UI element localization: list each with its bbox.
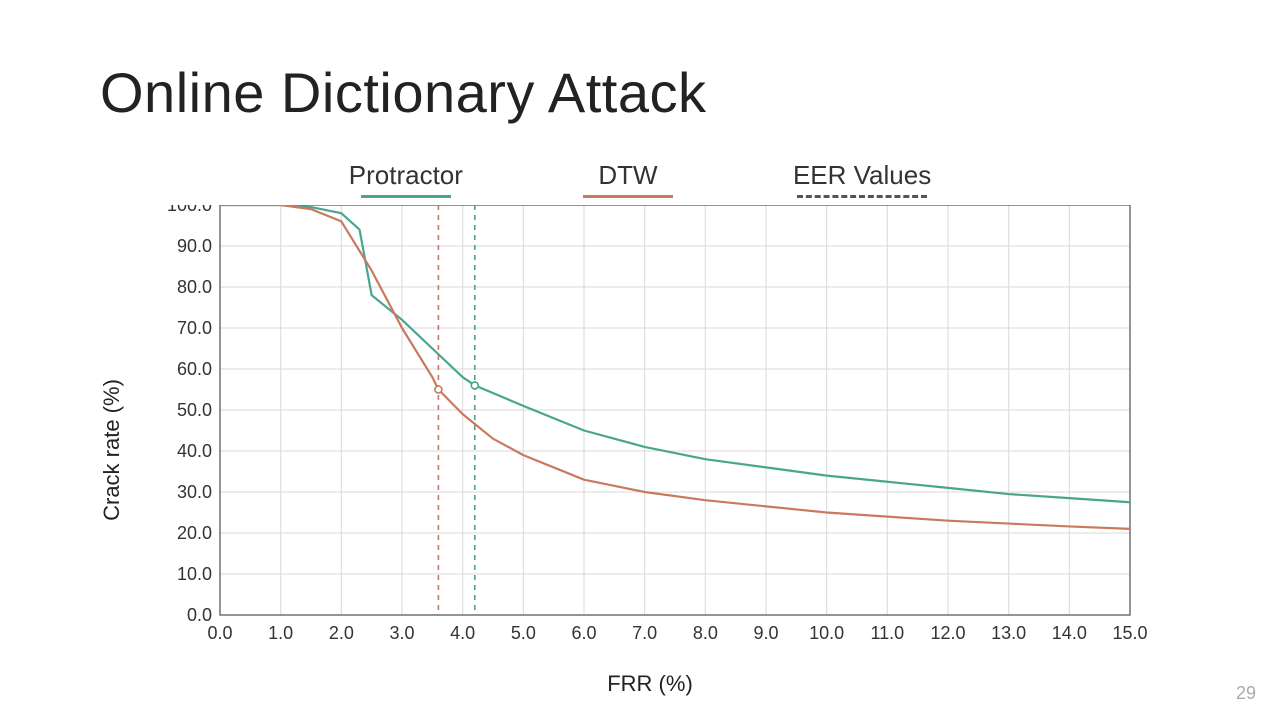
x-axis-label: FRR (%)	[607, 671, 693, 697]
legend-swatch	[361, 195, 451, 198]
y-axis-label: Crack rate (%)	[99, 379, 125, 521]
page-title: Online Dictionary Attack	[100, 60, 706, 125]
svg-text:10.0: 10.0	[809, 623, 844, 643]
svg-text:6.0: 6.0	[571, 623, 596, 643]
svg-text:60.0: 60.0	[177, 359, 212, 379]
svg-text:70.0: 70.0	[177, 318, 212, 338]
svg-text:14.0: 14.0	[1052, 623, 1087, 643]
svg-text:13.0: 13.0	[991, 623, 1026, 643]
legend-label: DTW	[583, 160, 673, 191]
line-chart: 0.0 1.0 2.0 3.0 4.0 5.0 6.0 7.0 8.0 9.0 10.0 11.0 12…	[120, 205, 1180, 695]
page-number: 29	[1236, 683, 1256, 704]
legend-item: EER Values	[793, 160, 931, 198]
svg-text:15.0: 15.0	[1112, 623, 1147, 643]
svg-text:30.0: 30.0	[177, 482, 212, 502]
svg-text:80.0: 80.0	[177, 277, 212, 297]
slide: Online Dictionary Attack Protractor DTW EE…	[0, 0, 1280, 720]
legend-label: EER Values	[793, 160, 931, 191]
svg-text:40.0: 40.0	[177, 441, 212, 461]
svg-text:2.0: 2.0	[329, 623, 354, 643]
svg-text:100.0: 100.0	[167, 205, 212, 215]
svg-text:90.0: 90.0	[177, 236, 212, 256]
svg-text:10.0: 10.0	[177, 564, 212, 584]
svg-text:0.0: 0.0	[187, 605, 212, 625]
svg-text:5.0: 5.0	[511, 623, 536, 643]
svg-text:3.0: 3.0	[389, 623, 414, 643]
legend-swatch	[583, 195, 673, 198]
svg-text:12.0: 12.0	[930, 623, 965, 643]
legend: Protractor DTW EER Values	[0, 160, 1280, 198]
svg-text:11.0: 11.0	[870, 623, 904, 643]
svg-text:8.0: 8.0	[693, 623, 718, 643]
svg-text:9.0: 9.0	[753, 623, 778, 643]
svg-text:7.0: 7.0	[632, 623, 657, 643]
legend-item: DTW	[583, 160, 673, 198]
svg-text:0.0: 0.0	[207, 623, 232, 643]
legend-label: Protractor	[349, 160, 463, 191]
svg-text:4.0: 4.0	[450, 623, 475, 643]
legend-item: Protractor	[349, 160, 463, 198]
svg-text:1.0: 1.0	[268, 623, 293, 643]
svg-text:50.0: 50.0	[177, 400, 212, 420]
chart-area: 0.0 1.0 2.0 3.0 4.0 5.0 6.0 7.0 8.0 9.0 10.0 11.0 12…	[120, 205, 1180, 695]
svg-text:20.0: 20.0	[177, 523, 212, 543]
legend-swatch	[797, 195, 927, 198]
